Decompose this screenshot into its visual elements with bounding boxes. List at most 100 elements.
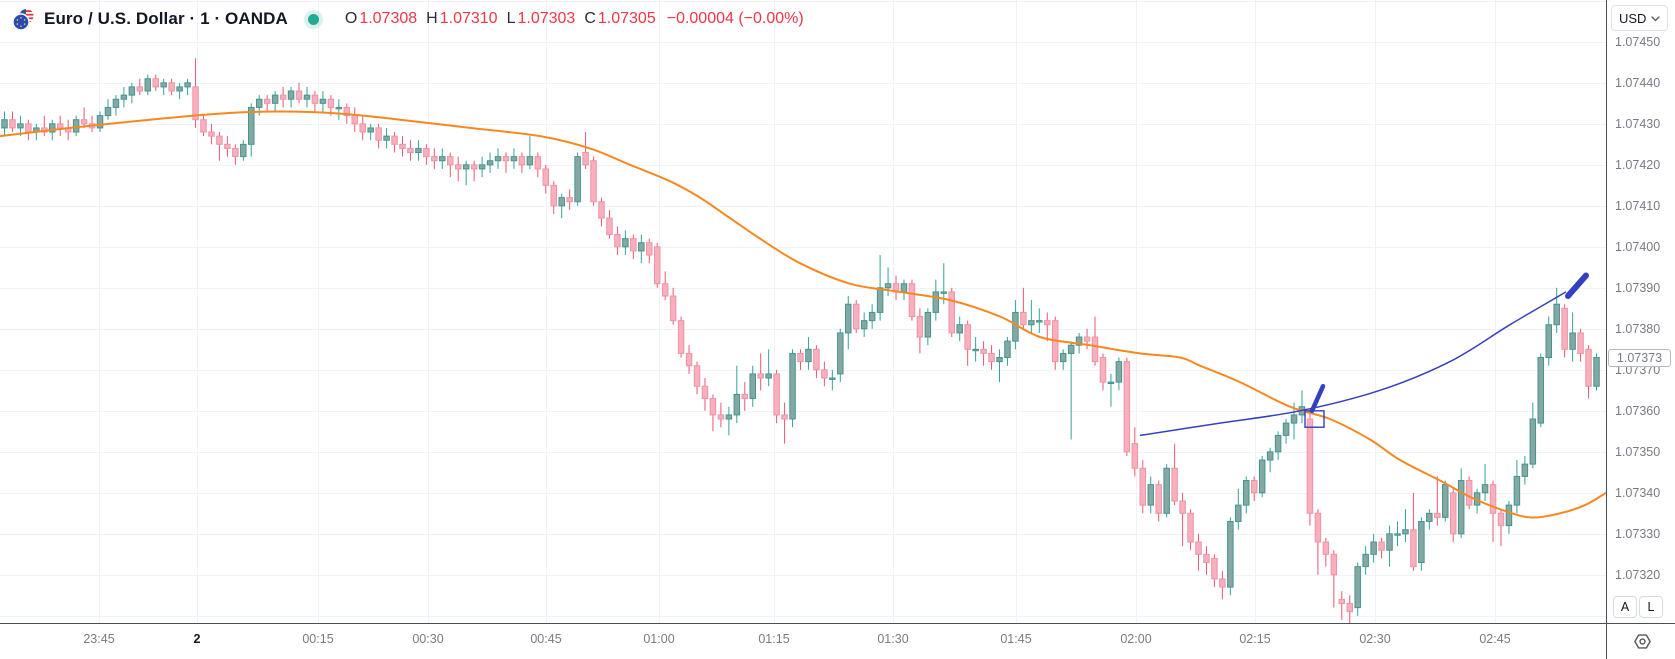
moving-average-line[interactable] <box>0 110 1606 519</box>
price-tick-label: 1.07420 <box>1615 157 1661 172</box>
candle-body <box>1338 598 1346 605</box>
time-tick-label: 01:30 <box>877 632 909 646</box>
candle-body <box>1195 541 1202 555</box>
candle-body <box>614 234 621 248</box>
candle-body <box>1115 361 1123 383</box>
ma-line-path[interactable] <box>0 110 1606 519</box>
time-tick-label: 01:00 <box>643 632 675 646</box>
candle-body <box>1306 418 1314 514</box>
candle-body <box>1521 463 1529 477</box>
candle-body <box>470 164 478 170</box>
candle-body <box>1107 381 1115 385</box>
candle-body <box>200 119 207 133</box>
drawing-layer[interactable] <box>1139 272 1589 437</box>
candle-body <box>1171 467 1178 502</box>
candle-body <box>478 164 486 170</box>
candle-body <box>1235 504 1242 523</box>
candle-body <box>454 164 462 170</box>
candle-body <box>1187 512 1194 543</box>
candle-body <box>303 94 311 100</box>
candlestick-chart[interactable] <box>0 0 1606 623</box>
candle-body <box>1179 500 1186 514</box>
candle-body <box>112 98 120 108</box>
candle-body <box>367 127 374 133</box>
candle-body <box>1219 578 1226 588</box>
candle-body <box>821 369 828 379</box>
time-tick-label: 00:45 <box>530 632 562 646</box>
candle-body <box>797 352 804 363</box>
time-axis[interactable]: 23:45 2 00:15 00:30 00:45 01:00 01:15 01:30 01:4… <box>0 624 1675 659</box>
candle-body <box>224 143 231 149</box>
candle-body <box>335 106 343 110</box>
candle-body <box>598 201 605 219</box>
log-scale-button[interactable]: L <box>1639 596 1663 618</box>
symbol-legend: Euro / U.S. Dollar · 1 · OANDA O 1.07308… <box>12 7 804 31</box>
chart-pane[interactable]: Euro / U.S. Dollar · 1 · OANDA O 1.07308… <box>0 0 1606 623</box>
candle-body <box>287 90 295 100</box>
candle-body <box>1314 512 1322 543</box>
candle-body <box>1378 541 1385 551</box>
candle-body <box>693 365 701 387</box>
candle-body <box>1457 480 1465 535</box>
candle-body <box>964 324 971 350</box>
auto-scale-button[interactable]: A <box>1613 596 1637 618</box>
candle-body <box>542 168 550 186</box>
candle-body <box>972 348 979 352</box>
arrowhead-drawing[interactable] <box>1565 272 1589 300</box>
box-drawing[interactable] <box>1304 410 1325 428</box>
candle-body <box>1346 603 1353 613</box>
time-axis-settings-button[interactable] <box>1630 629 1654 653</box>
candle-body <box>462 164 470 170</box>
candle-body <box>980 348 987 354</box>
price-axis[interactable]: USD 1.07450 1.07440 1.07430 1.07420 1.07410 1… <box>1607 0 1675 623</box>
candle-body <box>638 242 645 252</box>
candle-body <box>932 291 940 313</box>
trend-curve-drawing[interactable] <box>1139 291 1567 437</box>
candle-body <box>271 94 279 104</box>
last-price-label[interactable]: 1.07373 <box>1608 348 1671 367</box>
candle-body <box>248 106 255 145</box>
candle-body <box>916 316 924 338</box>
candles-layer <box>1 58 1600 623</box>
candle-body <box>1075 336 1083 346</box>
price-tick-label: 1.07390 <box>1615 280 1661 295</box>
candle-body <box>216 135 223 145</box>
market-open-dot-icon[interactable] <box>307 13 319 25</box>
candle-body <box>96 115 104 129</box>
candle-body <box>988 352 995 363</box>
candle-body <box>431 156 438 162</box>
candle-body <box>582 152 589 166</box>
candle-body <box>1553 303 1560 326</box>
candle-body <box>1481 484 1489 494</box>
candle-body <box>1028 320 1035 326</box>
candle-body <box>1282 422 1290 436</box>
arrow-marker-drawing[interactable] <box>1309 383 1326 414</box>
candle-body <box>860 320 868 330</box>
candle-body <box>845 303 852 334</box>
close-value: 1.07305 <box>597 10 656 27</box>
currency-selector-button[interactable]: USD <box>1611 5 1668 31</box>
time-tick-label: 00:30 <box>412 632 444 646</box>
candle-body <box>279 94 287 100</box>
candle-body <box>1585 348 1592 387</box>
candle-body <box>486 160 494 166</box>
candle-body <box>415 147 422 154</box>
candle-body <box>550 184 557 207</box>
candle-body <box>876 287 884 313</box>
candle-body <box>168 82 175 92</box>
candle-body <box>1537 357 1545 424</box>
candle-body <box>1426 512 1433 523</box>
gear-icon <box>1633 633 1651 649</box>
candle-body <box>1449 492 1457 535</box>
candle-body <box>1290 414 1298 424</box>
candle-body <box>255 98 263 108</box>
candle-body <box>232 147 239 158</box>
candle-body <box>900 283 908 293</box>
time-tick-label: 02:00 <box>1120 632 1152 646</box>
symbol-title[interactable]: Euro / U.S. Dollar · 1 · OANDA <box>44 9 288 28</box>
candle-body <box>765 373 772 379</box>
candle-body <box>1155 484 1162 514</box>
candle-body <box>399 143 406 149</box>
candle-body <box>1394 533 1401 536</box>
candle-body <box>1266 451 1274 461</box>
